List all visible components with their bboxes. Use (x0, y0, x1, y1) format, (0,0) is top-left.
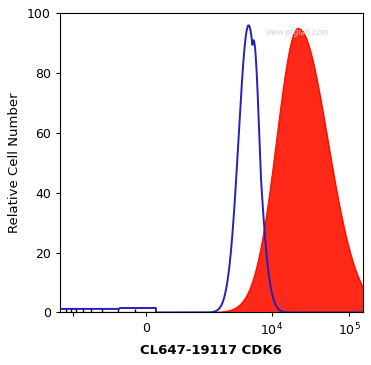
X-axis label: CL647-19117 CDK6: CL647-19117 CDK6 (140, 344, 282, 357)
Y-axis label: Relative Cell Number: Relative Cell Number (8, 93, 22, 233)
Text: www.ptglab.com: www.ptglab.com (266, 28, 329, 37)
